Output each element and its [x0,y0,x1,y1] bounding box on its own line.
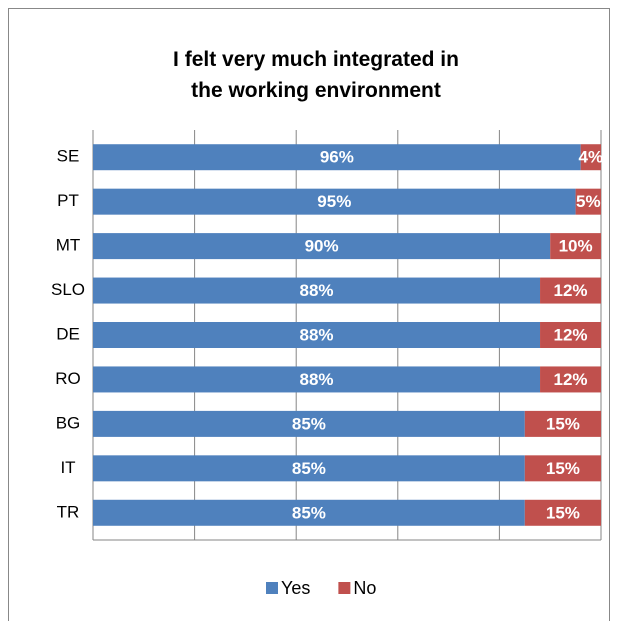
data-label: 85% [292,414,326,433]
bar-segment [93,277,541,304]
y-tick-label: IT [60,458,75,477]
data-label: 12% [554,325,588,344]
bar-segment [93,322,541,348]
data-label: 85% [292,459,326,478]
y-tick-label: BG [56,413,81,432]
y-tick-label: TR [57,502,80,521]
bar-segment [575,188,601,215]
bar-segment [540,277,601,304]
bar-segment [93,188,576,215]
bar-segment [93,455,525,482]
data-label: 90% [305,237,339,256]
data-label: 5% [576,192,601,211]
bar-segment [93,410,525,437]
bar-segment [540,366,601,393]
data-label: 4% [579,148,604,167]
y-tick-label: SLO [51,280,85,299]
data-label: 10% [559,237,593,256]
data-label: 88% [300,281,334,300]
data-label: 88% [300,325,334,344]
data-label: 12% [554,370,588,389]
bar-segment [93,233,551,260]
bar-segment [524,455,601,482]
y-tick-label: RO [55,369,81,388]
bar-segment [580,144,601,171]
y-tick-label: MT [56,236,81,255]
chart-title-line: I felt very much integrated in the workin… [173,48,459,102]
y-tick-label: DE [56,324,80,343]
data-label: 96% [320,148,354,167]
data-label: 95% [317,192,351,211]
bar-segment [540,322,601,348]
data-label: 15% [546,503,580,522]
bar-segment [93,366,541,393]
data-label: 12% [554,281,588,300]
y-tick-label: PT [57,191,79,210]
bar-segment [524,499,601,526]
y-tick-label: SE [57,147,80,166]
legend-swatch [338,582,351,594]
data-label: 88% [300,370,334,389]
bar-segment [93,144,581,171]
legend-label: No [353,578,376,598]
bar-segment [524,410,601,437]
legend-swatch [266,582,278,594]
legend-label: Yes [281,578,310,598]
data-label: 15% [546,414,580,433]
bar-segment [93,499,525,526]
data-label: 85% [292,503,326,522]
bar-segment [550,233,601,260]
data-label: 15% [546,459,580,478]
